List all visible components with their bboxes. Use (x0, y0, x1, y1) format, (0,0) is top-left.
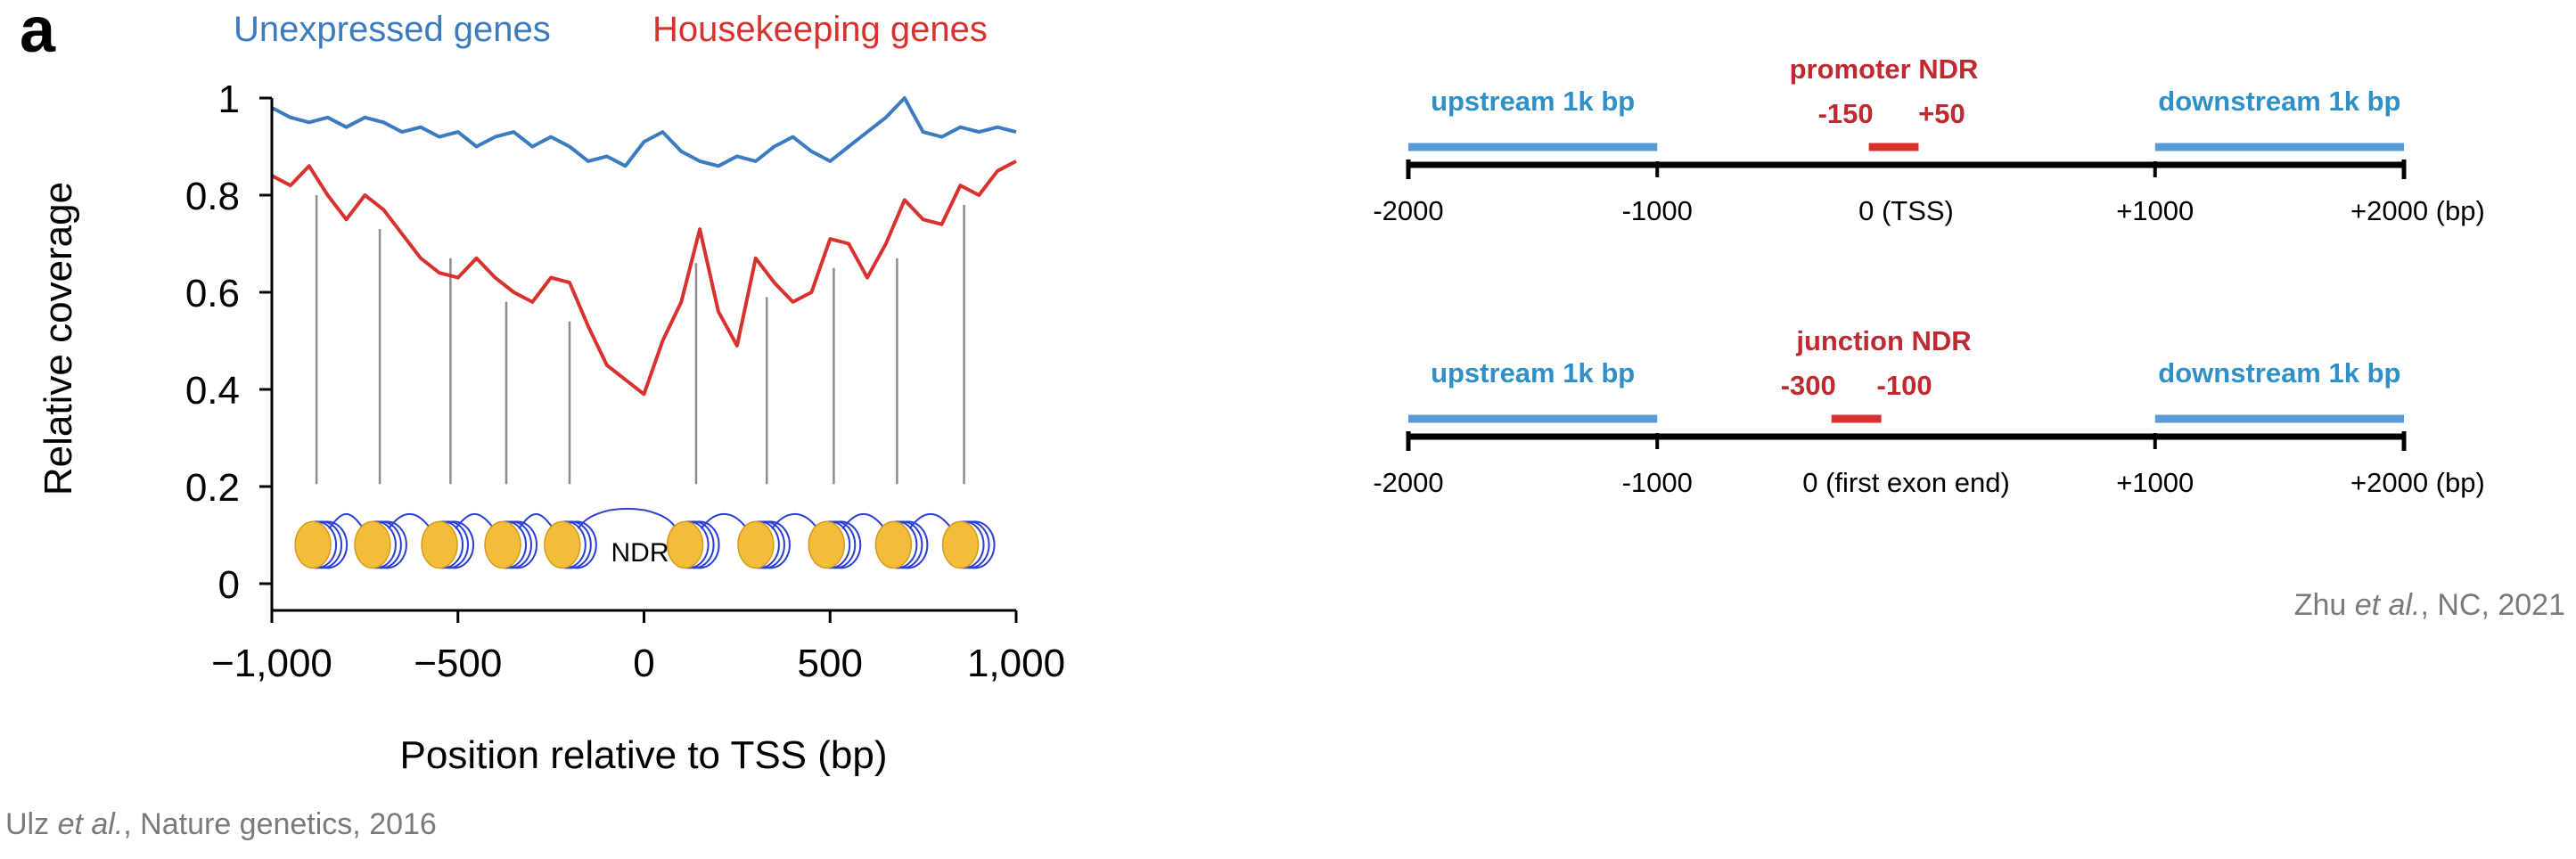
region-end-label: +50 (1918, 98, 1965, 129)
left-citation-author: Ulz (5, 807, 50, 841)
axis-tick-label: -1000 (1622, 467, 1693, 498)
right-citation-author: Zhu (2293, 588, 2347, 622)
nucleosome-icon (421, 513, 495, 569)
legend-unexpressed: Unexpressed genes (234, 10, 551, 49)
axis-tick-label: +1000 (2116, 195, 2194, 226)
linker-dna-icon (518, 512, 554, 529)
upstream-label: upstream 1k bp (1431, 86, 1635, 117)
linker-dna-icon (328, 512, 365, 529)
axis-tick-label: -2000 (1373, 467, 1443, 498)
linker-dna-icon (908, 513, 953, 529)
downstream-label: downstream 1k bp (2158, 86, 2400, 117)
coverage-chart: a Unexpressed genes Housekeeping genes 0… (20, 0, 1065, 777)
x-tick-label: 1,000 (967, 642, 1065, 685)
linker-dna-icon (455, 513, 495, 529)
axis-tick-label: +2000 (bp) (2350, 467, 2485, 498)
plot-area (271, 96, 1017, 569)
legend-housekeeping: Housekeeping genes (652, 10, 988, 49)
axis-tick-label: -1000 (1622, 195, 1693, 226)
y-axis-label: Relative coverage (37, 182, 80, 495)
axis-tick-label: 0 (first exon end) (1802, 467, 2010, 498)
linker-dna-icon (771, 513, 819, 529)
ndr-region-diagram: promoter NDR -150 +50 upstream 1k bp downstr… (1373, 53, 2484, 498)
x-tick-label: −500 (414, 642, 502, 685)
right-citation: Zhu et al., NC, 2021 (2294, 588, 2565, 623)
ndr-label: NDR (611, 538, 669, 568)
axis-tick-label: 0 (TSS) (1858, 195, 1954, 226)
x-axis-label: Position relative to TSS (bp) (400, 733, 888, 777)
y-tick-label: 0.6 (185, 272, 240, 315)
x-tick-label: 0 (633, 642, 654, 685)
upstream-label: upstream 1k bp (1431, 357, 1635, 389)
region-start-label: -150 (1818, 98, 1874, 129)
y-tick-label: 1 (218, 78, 240, 121)
y-tick-label: 0.2 (185, 466, 240, 510)
y-tick-label: 0.8 (185, 175, 240, 218)
panel-letter: a (20, 0, 56, 66)
axis-tick-label: +2000 (bp) (2350, 195, 2485, 226)
left-citation-etal: et al. (57, 807, 124, 841)
linker-dna-icon (841, 513, 886, 529)
linker-dna-icon (388, 513, 431, 529)
region-start-label: -300 (1781, 370, 1836, 401)
nucleosome-icon (808, 513, 886, 569)
linker-dna-icon (700, 513, 748, 529)
diagram-row-1: promoter NDR -150 +50 upstream 1k bp downstr… (1373, 53, 2484, 226)
linker-dna-icon (577, 508, 677, 529)
nucleosome-icon (544, 508, 677, 569)
series-line-unexpressed (271, 96, 1017, 168)
axis-tick-label: +1000 (2116, 467, 2194, 498)
region-label: junction NDR (1795, 325, 1971, 356)
y-tick-label: 0.4 (185, 369, 240, 413)
region-label: promoter NDR (1790, 53, 1979, 85)
axes: 0 0.2 0.4 0.6 0.8 1 −1,000 −500 0 500 1,000 (185, 78, 1065, 685)
x-tick-label: −1,000 (211, 642, 332, 685)
left-citation-source: , Nature genetics, 2016 (123, 807, 437, 841)
nucleosome-icon (666, 513, 748, 569)
nucleosome-icon (354, 513, 431, 569)
right-citation-source: , NC, 2021 (2420, 588, 2565, 622)
y-tick-label: 0 (218, 563, 240, 607)
downstream-label: downstream 1k bp (2158, 357, 2400, 389)
region-end-label: -100 (1877, 370, 1932, 401)
nucleosome-icon (737, 513, 819, 569)
nucleosome-icon (941, 520, 996, 569)
right-citation-etal: et al. (2354, 588, 2421, 622)
x-tick-label: 500 (798, 642, 863, 685)
left-citation: Ulz et al., Nature genetics, 2016 (5, 807, 437, 842)
nucleosome-icon (294, 512, 365, 569)
diagram-row-2: junction NDR -300 -100 upstream 1k bp downst… (1373, 325, 2484, 498)
nucleosome-icon (874, 513, 953, 569)
axis-tick-label: -2000 (1373, 195, 1443, 226)
series-line-housekeeping (271, 160, 1017, 397)
nucleosome-icon (484, 512, 554, 569)
